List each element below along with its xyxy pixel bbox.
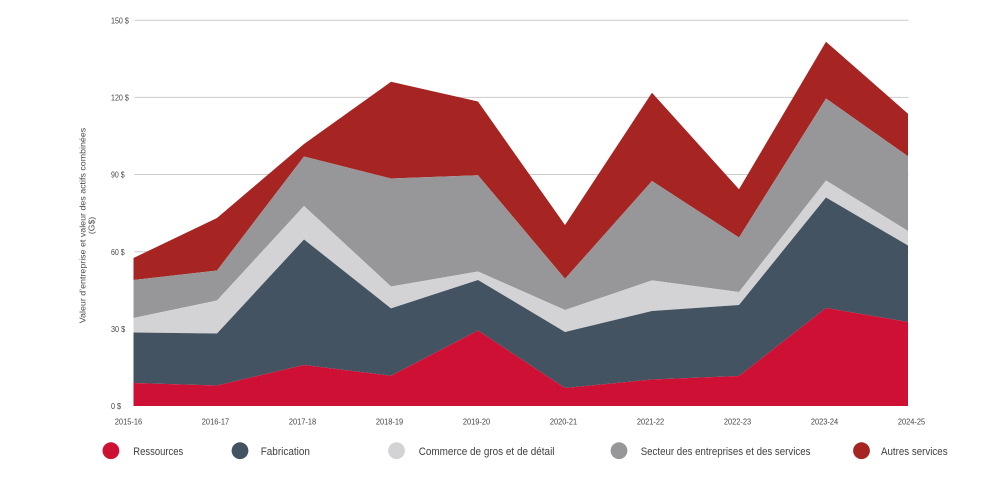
svg-text:2020-21: 2020-21 — [550, 417, 577, 427]
svg-text:Commerce de gros et de détail: Commerce de gros et de détail — [419, 446, 555, 458]
svg-text:(G$): (G$) — [87, 217, 97, 234]
svg-text:2017-18: 2017-18 — [289, 417, 316, 427]
svg-text:2018-19: 2018-19 — [376, 417, 403, 427]
svg-text:2022-23: 2022-23 — [724, 417, 751, 427]
svg-text:Valeur d’entreprise et valeur: Valeur d’entreprise et valeur des actifs… — [77, 128, 87, 323]
svg-text:2016-17: 2016-17 — [202, 417, 229, 427]
svg-text:Autres services: Autres services — [881, 446, 948, 458]
svg-text:2023-24: 2023-24 — [811, 417, 838, 427]
svg-text:0 $: 0 $ — [111, 401, 121, 411]
svg-text:Secteur des entreprises et des: Secteur des entreprises et des services — [641, 446, 811, 458]
svg-text:60 $: 60 $ — [111, 247, 125, 257]
svg-text:120 $: 120 $ — [111, 93, 129, 103]
svg-text:2024-25: 2024-25 — [898, 417, 925, 427]
svg-text:90 $: 90 $ — [111, 170, 125, 180]
svg-text:2015-16: 2015-16 — [115, 417, 142, 427]
svg-text:30 $: 30 $ — [111, 324, 125, 334]
svg-text:Ressources: Ressources — [133, 446, 183, 458]
svg-text:2019-20: 2019-20 — [463, 417, 490, 427]
svg-text:150 $: 150 $ — [111, 15, 129, 25]
svg-text:Fabrication: Fabrication — [261, 446, 310, 458]
svg-text:2021-22: 2021-22 — [637, 417, 664, 427]
